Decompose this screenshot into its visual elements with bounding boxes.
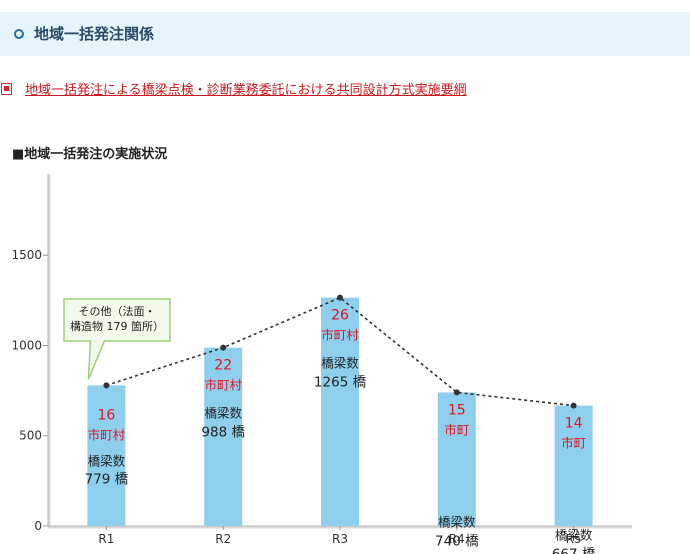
page-title: 地域一括発注関係 <box>34 25 155 43</box>
y-tick-label: 1500 <box>11 248 42 262</box>
bridge-count-value: 988 橋 <box>201 425 245 441</box>
municipality-type-label: 市町 <box>444 422 469 437</box>
callout-bubble <box>63 298 171 380</box>
section-title: ■地域一括発注の実施状況 <box>12 147 168 162</box>
municipality-type-label: 市町村 <box>204 378 242 393</box>
municipality-count-label: 26 <box>331 308 349 324</box>
bar <box>437 392 476 526</box>
circle-bullet-icon <box>14 29 24 39</box>
document-link-row[interactable]: 地域一括発注による橋梁点検・診断業務委託における共同設計方式実施要綱 <box>0 79 690 99</box>
municipality-count-label: 16 <box>97 407 115 423</box>
y-tick-label: 1000 <box>11 338 42 352</box>
trend-point <box>570 402 577 409</box>
callout-text: その他（法面・ <box>79 304 156 318</box>
y-tick-label: 0 <box>34 519 42 533</box>
bridge-count-caption: 橋梁数 <box>438 514 476 529</box>
y-tick-label: 500 <box>19 429 42 443</box>
callout-text: 構造物 179 箇所） <box>70 319 164 333</box>
bar <box>87 385 126 526</box>
bar <box>554 405 593 526</box>
trend-line <box>106 296 574 407</box>
municipality-count-label: 22 <box>214 358 232 374</box>
bridge-count-caption: 橋梁数 <box>88 453 126 468</box>
x-tick-label: R4 <box>449 532 465 546</box>
municipality-type-label: 市町村 <box>88 427 126 442</box>
bar <box>321 297 359 526</box>
bar <box>204 347 243 526</box>
trend-point <box>337 294 343 301</box>
bridge-count-value: 779 橋 <box>85 471 129 487</box>
x-tick-label: R5 <box>566 532 582 546</box>
municipality-type-label: 市町 <box>561 436 586 451</box>
bridge-count-value: 667 橋 <box>552 547 596 554</box>
header-bar: 地域一括発注関係 <box>0 12 690 56</box>
document-link[interactable]: 地域一括発注による橋梁点検・診断業務委託における共同設計方式実施要綱 <box>25 83 467 98</box>
trend-point <box>220 344 227 351</box>
municipality-type-label: 市町村 <box>321 328 359 343</box>
municipality-count-label: 14 <box>565 416 583 432</box>
bridge-count-value: 1265 橋 <box>314 375 367 391</box>
trend-point <box>453 389 460 396</box>
municipality-count-label: 15 <box>448 402 466 418</box>
bridge-count-value: 740 橋 <box>435 533 479 549</box>
bridge-count-caption: 橋梁数 <box>204 406 242 421</box>
bridge-count-caption: 橋梁数 <box>555 528 593 543</box>
x-tick-label: R3 <box>332 532 348 546</box>
bridge-count-caption: 橋梁数 <box>321 356 359 371</box>
trend-point <box>103 382 110 389</box>
x-tick-label: R1 <box>98 532 114 546</box>
pdf-icon <box>1 83 12 95</box>
x-tick-label: R2 <box>215 532 231 546</box>
